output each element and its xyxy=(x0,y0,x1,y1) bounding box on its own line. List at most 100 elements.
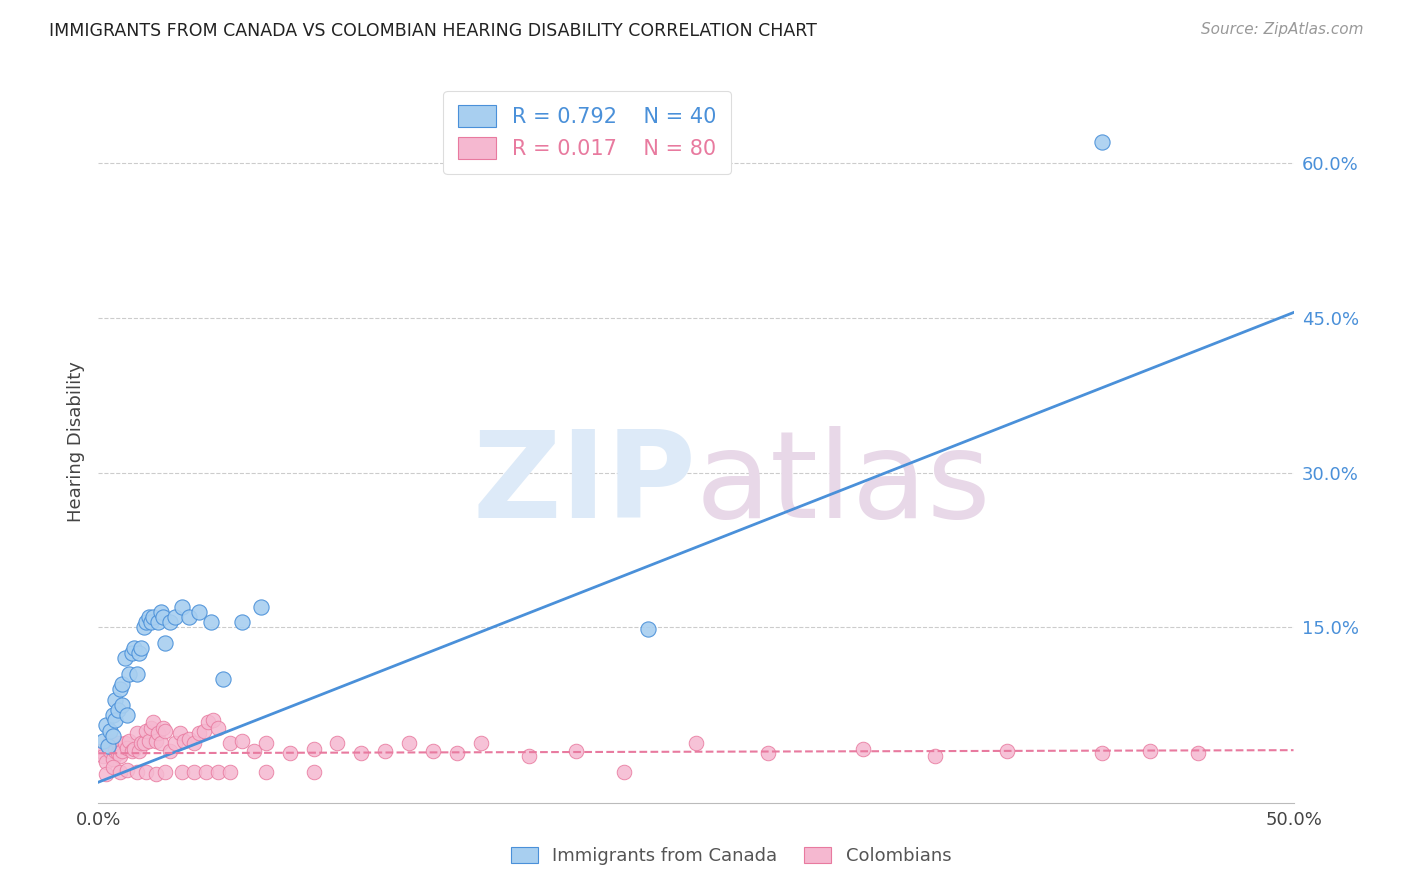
Point xyxy=(115,741,138,756)
Y-axis label: Hearing Disability: Hearing Disability xyxy=(66,361,84,522)
Point xyxy=(219,736,242,750)
Point xyxy=(97,739,120,753)
Point xyxy=(278,746,301,760)
Point xyxy=(132,620,155,634)
Point xyxy=(135,615,157,630)
Point xyxy=(108,682,131,697)
Point xyxy=(131,640,153,655)
Point xyxy=(183,736,205,750)
Point xyxy=(517,749,540,764)
Point xyxy=(398,736,420,750)
Point xyxy=(155,764,177,779)
Point xyxy=(139,615,162,630)
Point xyxy=(125,666,148,681)
Point xyxy=(207,722,229,736)
Point xyxy=(138,734,160,748)
Point xyxy=(135,764,157,779)
Point xyxy=(1091,135,1114,149)
Point xyxy=(422,744,444,758)
Point xyxy=(145,767,167,781)
Point xyxy=(149,605,172,619)
Point xyxy=(374,744,396,758)
Point xyxy=(187,605,209,619)
Point xyxy=(163,610,186,624)
Point xyxy=(98,744,122,758)
Point xyxy=(172,764,194,779)
Point xyxy=(114,651,136,665)
Legend: R = 0.792    N = 40, R = 0.017    N = 80: R = 0.792 N = 40, R = 0.017 N = 80 xyxy=(443,91,731,174)
Point xyxy=(243,744,266,758)
Point xyxy=(128,646,150,660)
Point xyxy=(195,764,218,779)
Point xyxy=(94,755,117,769)
Point xyxy=(104,713,127,727)
Point xyxy=(104,692,127,706)
Point xyxy=(125,725,148,739)
Legend: Immigrants from Canada, Colombians: Immigrants from Canada, Colombians xyxy=(503,839,959,872)
Point xyxy=(111,677,134,691)
Point xyxy=(148,615,170,630)
Point xyxy=(98,723,122,738)
Point xyxy=(446,746,468,760)
Point xyxy=(138,610,160,624)
Point xyxy=(202,713,225,727)
Point xyxy=(231,734,253,748)
Point xyxy=(111,744,134,758)
Point xyxy=(613,764,636,779)
Text: ZIP: ZIP xyxy=(472,426,696,543)
Point xyxy=(1187,746,1209,760)
Point xyxy=(118,734,141,748)
Point xyxy=(179,610,201,624)
Point xyxy=(149,736,172,750)
Point xyxy=(98,734,122,748)
Point xyxy=(128,744,150,758)
Point xyxy=(179,731,201,746)
Point xyxy=(94,718,117,732)
Point xyxy=(145,734,167,748)
Point xyxy=(101,708,124,723)
Point xyxy=(924,749,946,764)
Point xyxy=(1139,744,1161,758)
Point xyxy=(118,666,141,681)
Point xyxy=(565,744,588,758)
Point xyxy=(107,703,129,717)
Point xyxy=(756,746,779,760)
Point xyxy=(197,715,219,730)
Point xyxy=(302,764,325,779)
Point xyxy=(995,744,1018,758)
Point xyxy=(104,744,127,758)
Point xyxy=(121,646,143,660)
Point xyxy=(91,749,114,764)
Point xyxy=(107,746,129,760)
Point xyxy=(108,764,131,779)
Text: Source: ZipAtlas.com: Source: ZipAtlas.com xyxy=(1201,22,1364,37)
Point xyxy=(111,698,134,712)
Point xyxy=(1091,746,1114,760)
Point xyxy=(350,746,373,760)
Point xyxy=(97,739,120,753)
Point xyxy=(211,672,233,686)
Point xyxy=(90,744,112,758)
Point xyxy=(101,729,124,743)
Point xyxy=(124,742,146,756)
Point xyxy=(94,767,117,781)
Point xyxy=(115,763,138,777)
Point xyxy=(231,615,253,630)
Point xyxy=(254,764,277,779)
Point xyxy=(155,723,177,738)
Point xyxy=(163,736,186,750)
Point xyxy=(685,736,707,750)
Point xyxy=(183,764,205,779)
Point xyxy=(139,722,162,736)
Point xyxy=(124,640,146,655)
Point xyxy=(637,623,659,637)
Point xyxy=(114,736,136,750)
Point xyxy=(108,749,131,764)
Point xyxy=(125,764,148,779)
Point xyxy=(326,736,349,750)
Point xyxy=(135,723,157,738)
Point xyxy=(152,610,174,624)
Point xyxy=(173,734,195,748)
Point xyxy=(155,636,177,650)
Text: IMMIGRANTS FROM CANADA VS COLOMBIAN HEARING DISABILITY CORRELATION CHART: IMMIGRANTS FROM CANADA VS COLOMBIAN HEAR… xyxy=(49,22,817,40)
